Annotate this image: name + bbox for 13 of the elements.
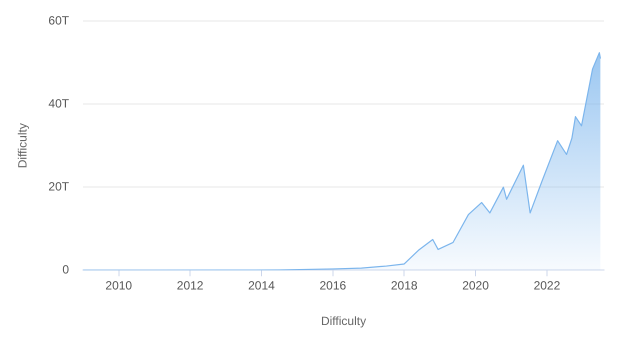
x-tick-label: 2020 bbox=[462, 278, 490, 293]
x-tick-label: 2018 bbox=[390, 278, 418, 293]
y-axis-title: Difficulty bbox=[16, 123, 30, 168]
y-tick-label: 20T bbox=[48, 180, 70, 194]
y-tick-label: 60T bbox=[48, 14, 70, 28]
x-tick-label: 2016 bbox=[319, 278, 347, 293]
x-tick-label: 2022 bbox=[534, 278, 561, 293]
x-tick-label: 2014 bbox=[248, 278, 276, 293]
x-tick-label: 2012 bbox=[176, 278, 204, 293]
y-tick-label: 40T bbox=[48, 96, 70, 111]
y-tick-label: 0 bbox=[62, 262, 70, 277]
x-axis-title: Difficulty bbox=[320, 314, 366, 328]
x-tick-label: 2010 bbox=[105, 278, 132, 293]
